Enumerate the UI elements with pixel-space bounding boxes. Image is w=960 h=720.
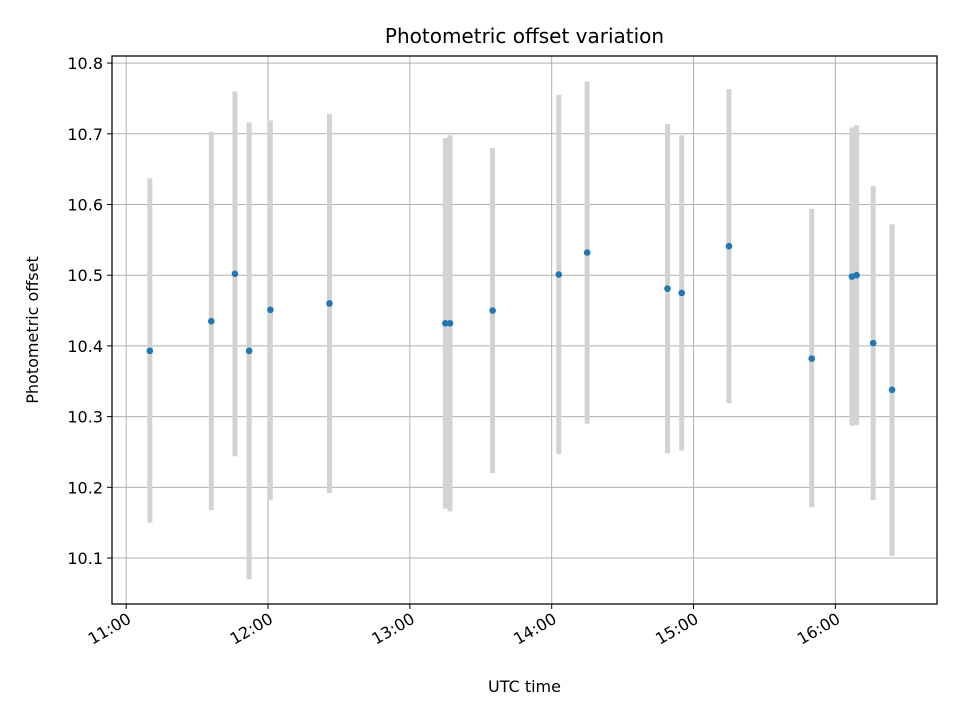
- plot-frame: [111, 55, 938, 605]
- data-point: [583, 249, 591, 256]
- data-point: [808, 355, 816, 362]
- data-point: [678, 289, 685, 297]
- y-tick-label: 10.7: [67, 125, 103, 144]
- x-axis-label: UTC time: [488, 677, 561, 696]
- x-tick-label: 11:00: [85, 609, 134, 649]
- data-point: [207, 317, 215, 325]
- x-tick-label: 14:00: [510, 609, 559, 649]
- data-point: [231, 270, 239, 278]
- data-point: [146, 347, 154, 355]
- x-tick-label: 13:00: [368, 609, 417, 649]
- data-point: [664, 285, 671, 292]
- data-point: [245, 347, 253, 355]
- y-tick-label: 10.2: [67, 478, 103, 497]
- data-point: [888, 386, 896, 394]
- y-axis-label: Photometric offset: [23, 256, 42, 404]
- data-point: [555, 271, 563, 278]
- data-point: [446, 319, 454, 327]
- data-point: [442, 319, 449, 327]
- y-tick-label: 10.4: [67, 337, 103, 356]
- data-point: [869, 339, 877, 347]
- x-tick-label: 12:00: [227, 609, 276, 649]
- y-tick-label: 10.3: [67, 408, 103, 427]
- chart-title: Photometric offset variation: [385, 24, 664, 48]
- y-axis: 10.1 10.2 10.3 10.4 10.5 10.6 10.7 10.8: [67, 54, 112, 568]
- data-point: [267, 306, 274, 314]
- error-bars: [147, 81, 895, 580]
- x-tick-label: 15:00: [652, 609, 701, 649]
- y-tick-label: 10.5: [67, 266, 103, 285]
- y-tick-label: 10.8: [67, 54, 103, 73]
- x-axis: 11:00 12:00 13:00 14:00 15:00 16:00: [85, 604, 843, 649]
- data-point: [853, 271, 860, 279]
- data-point: [725, 242, 733, 250]
- data-points: [146, 242, 896, 394]
- data-point: [326, 300, 333, 307]
- y-tick-label: 10.6: [67, 195, 103, 214]
- data-point: [489, 307, 496, 314]
- y-tick-label: 10.1: [67, 549, 103, 568]
- x-tick-label: 16:00: [794, 609, 843, 649]
